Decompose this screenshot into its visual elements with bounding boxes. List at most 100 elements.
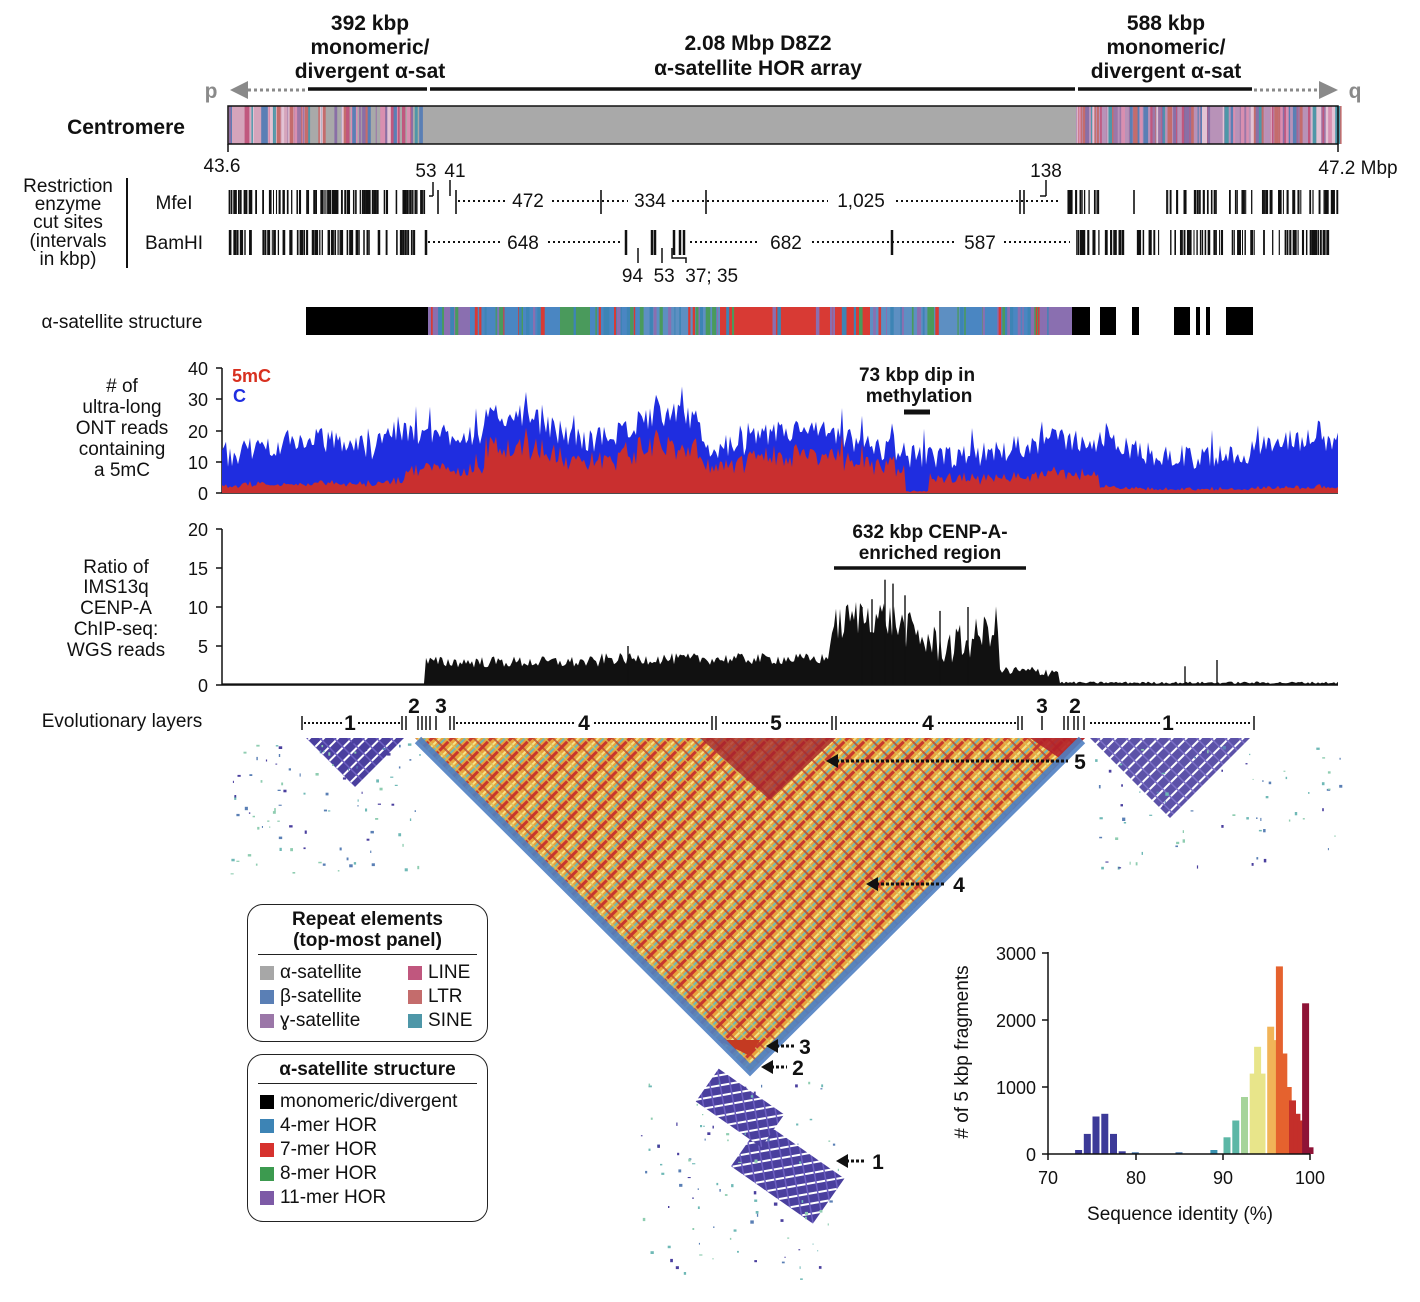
svg-text:containing: containing — [79, 439, 166, 460]
mfei-interval-2: 334 — [634, 191, 666, 212]
mfei-interval-3: 1,025 — [837, 191, 885, 212]
svg-text:3000: 3000 — [996, 944, 1036, 964]
histogram-bar — [1223, 1137, 1231, 1155]
legend-item: 8-mer HOR — [260, 1162, 487, 1186]
bamhi-interval-1: 648 — [507, 233, 539, 254]
histogram-bar — [1110, 1133, 1117, 1154]
methylation-ylabel: # of ultra-long ONT reads containing a 5… — [76, 376, 169, 481]
legend-item: LTR — [408, 985, 487, 1009]
svg-text:100: 100 — [1295, 1168, 1325, 1188]
legend-item: 11-mer HOR — [260, 1186, 487, 1210]
legend-label: 11-mer HOR — [280, 1187, 387, 1208]
restriction-group-label: Restriction enzyme cut sites (intervals … — [23, 176, 128, 270]
legend-label: monomeric/divergent — [280, 1091, 458, 1112]
legend-item: SINE — [408, 1009, 487, 1033]
layer-3-right: 3 — [1036, 695, 1048, 718]
arrow-1-icon — [836, 1154, 848, 1168]
legend-swatch — [260, 1119, 274, 1133]
p-arm-label: p — [205, 80, 218, 103]
histogram-bar — [1101, 1113, 1109, 1154]
svg-text:70: 70 — [1038, 1168, 1058, 1188]
chip-signal — [222, 579, 1338, 685]
histogram-xticks: 70 80 90 100 — [1038, 1154, 1325, 1188]
legend-structure-title: α-satellite structure — [279, 1059, 456, 1080]
svg-text:3: 3 — [799, 1036, 811, 1059]
heatmap-arrows: 5 4 3 2 1 — [761, 751, 1086, 1174]
layer-4-right: 4 — [922, 712, 934, 735]
histogram-bar — [1232, 1120, 1240, 1154]
svg-text:0: 0 — [198, 484, 208, 504]
svg-text:10: 10 — [188, 453, 208, 473]
chip-ylabel: Ratio of IMS13q CENP-A ChIP-seq: WGS rea… — [67, 557, 165, 661]
center-block-line2: α-satellite HOR array — [654, 57, 862, 80]
right-arrowhead-icon — [1319, 81, 1338, 99]
histogram-bar — [1297, 1120, 1305, 1154]
methylation-dip-label-2: methylation — [866, 386, 973, 407]
legend-label: β-satellite — [280, 986, 362, 1007]
svg-text:1: 1 — [872, 1151, 884, 1174]
mfei-callout-53: 53 — [415, 161, 436, 182]
histogram-bar — [1267, 1026, 1275, 1154]
svg-text:Restriction: Restriction — [23, 176, 113, 197]
histogram: 0 1000 2000 3000 70 80 90 100 Sequence i… — [952, 944, 1325, 1225]
right-block-line3: divergent α-sat — [1091, 60, 1242, 83]
svg-text:20: 20 — [188, 422, 208, 442]
evolutionary-layers-track: 1 2 3 4 5 4 3 2 1 — [301, 695, 1255, 735]
histogram-bar — [1210, 1150, 1218, 1154]
legend-item: 4-mer HOR — [260, 1114, 487, 1138]
svg-text:10: 10 — [188, 598, 208, 618]
histogram-ylabel: # of 5 kbp fragments — [952, 965, 973, 1138]
legend-5mc: 5mC — [232, 366, 271, 386]
arrow-5-icon — [826, 754, 838, 768]
histogram-bar — [1302, 1003, 1310, 1155]
coord-start: 43.6 — [204, 156, 241, 177]
bamhi-track — [228, 230, 1330, 263]
svg-text:(intervals: (intervals — [29, 231, 106, 252]
left-block-line2: monomeric/ — [310, 36, 429, 59]
mfei-callout-41: 41 — [444, 161, 465, 182]
histogram-bar — [1083, 1133, 1091, 1154]
histogram-bar — [1092, 1116, 1100, 1154]
methylation-signal — [222, 386, 1338, 493]
layer-3-left: 3 — [435, 695, 447, 718]
histogram-bar — [1175, 1152, 1183, 1154]
legend-repeat-elements: Repeat elements (top-most panel) α-satel… — [247, 904, 488, 1042]
methylation-dip-label-1: 73 kbp dip in — [859, 365, 975, 386]
centromere-label: Centromere — [67, 116, 185, 139]
svg-text:5: 5 — [1074, 751, 1086, 774]
mfei-label: MfeI — [156, 193, 193, 214]
svg-text:15: 15 — [188, 559, 208, 579]
histogram-bar — [1280, 1053, 1288, 1154]
histogram-yticks: 0 1000 2000 3000 — [996, 944, 1048, 1165]
svg-text:20: 20 — [188, 520, 208, 540]
bamhi-label: BamHI — [145, 233, 203, 254]
right-block-line2: monomeric/ — [1106, 36, 1225, 59]
histogram-bar — [1258, 1073, 1266, 1154]
histogram-bar — [1249, 1073, 1257, 1154]
layer-2-right: 2 — [1069, 695, 1081, 718]
legend-label: SINE — [428, 1010, 473, 1031]
svg-text:0: 0 — [1026, 1145, 1036, 1165]
legend-item: LINE — [408, 961, 487, 985]
centromere-track — [227, 105, 1342, 152]
bamhi-interval-3: 587 — [964, 233, 996, 254]
histogram-bar — [1118, 1151, 1126, 1154]
bamhi-interval-2: 682 — [770, 233, 802, 254]
legend-item: monomeric/divergent — [260, 1090, 487, 1114]
legend-swatch — [408, 1014, 423, 1028]
svg-text:80: 80 — [1126, 1168, 1146, 1188]
svg-text:Ratio of: Ratio of — [83, 557, 149, 578]
histogram-bar — [1306, 1147, 1314, 1154]
legend-repeat-title-1: Repeat elements — [291, 909, 443, 930]
legend-label: α-satellite — [280, 962, 362, 983]
svg-text:enzyme: enzyme — [35, 194, 102, 215]
legend-swatch — [408, 990, 423, 1004]
layer-2-left: 2 — [408, 695, 420, 718]
svg-text:2000: 2000 — [996, 1011, 1036, 1031]
legend-label: LINE — [428, 962, 471, 983]
legend-item: β-satellite — [260, 985, 408, 1009]
coord-end: 47.2 Mbp — [1318, 158, 1397, 179]
svg-text:a 5mC: a 5mC — [94, 460, 150, 481]
svg-text:2: 2 — [792, 1057, 804, 1080]
